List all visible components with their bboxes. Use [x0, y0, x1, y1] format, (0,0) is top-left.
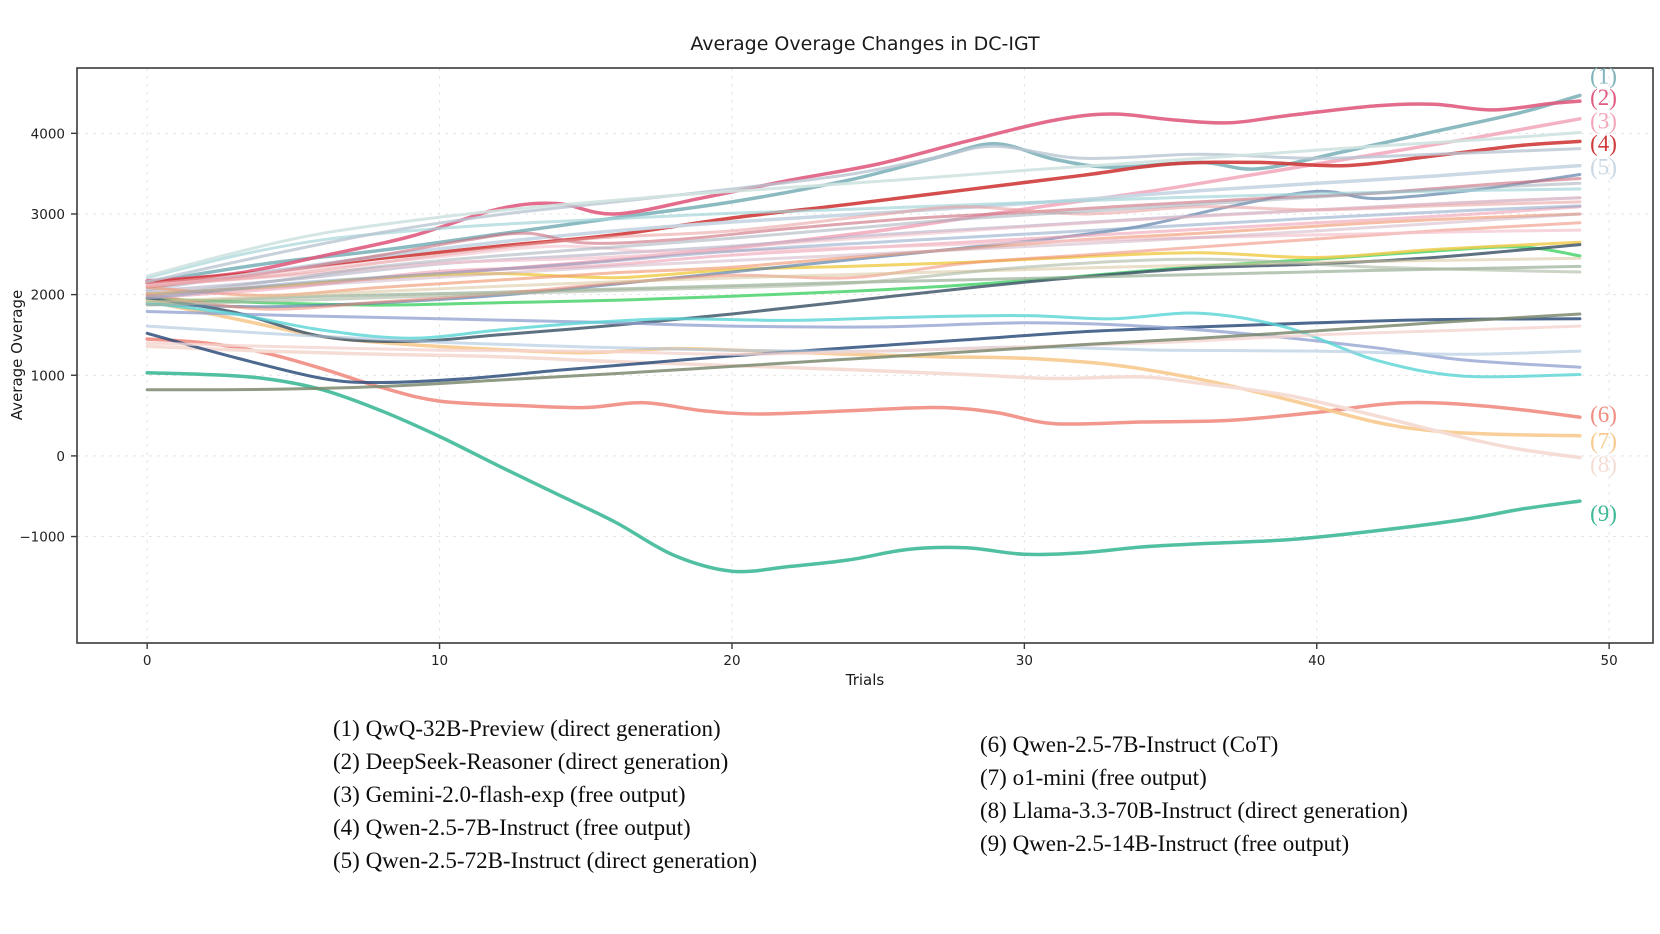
- series-line-34: [145, 196, 1582, 286]
- x-tick-label: 0: [143, 653, 152, 669]
- series-line-29: [145, 131, 1582, 278]
- x-axis-label: Trials: [845, 671, 885, 689]
- endpoint-label-7: (7): [1590, 429, 1617, 454]
- series-line-(8): [145, 344, 1582, 460]
- endpoint-label-6: (6): [1590, 402, 1617, 427]
- legend-item-5: (5) Qwen-2.5-72B-Instruct (direct genera…: [333, 848, 758, 873]
- y-tick-label: 2000: [31, 288, 65, 304]
- series-line-(2): [145, 99, 1582, 283]
- legend-item-4: (4) Qwen-2.5-7B-Instruct (free output): [333, 815, 691, 840]
- legend-item-3: (3) Gemini-2.0-flash-exp (free output): [333, 782, 686, 807]
- x-tick-label: 20: [723, 653, 740, 669]
- y-tick-label: −1000: [19, 530, 65, 546]
- series-line-16: [145, 144, 1582, 284]
- series-line-23: [145, 310, 1582, 369]
- series-line-28: [145, 212, 1582, 296]
- plot-border: [76, 67, 1654, 644]
- series-line-19: [145, 212, 1582, 297]
- endpoint-label-3: (3): [1590, 108, 1617, 133]
- series-line-31: [145, 256, 1582, 304]
- legend-item-1: (1) QwQ-32B-Preview (direct generation): [333, 716, 721, 741]
- x-tick-label: 40: [1308, 653, 1325, 669]
- series-line-30: [145, 204, 1582, 301]
- legend-item-6: (6) Qwen-2.5-7B-Instruct (CoT): [980, 732, 1279, 757]
- series-line-15: [145, 187, 1582, 280]
- series-line-24: [145, 301, 1582, 379]
- endpoint-label-1: (1): [1590, 63, 1617, 88]
- series-line-26: [145, 324, 1582, 356]
- series-line-(7): [145, 299, 1582, 438]
- x-tick-label: 30: [1016, 653, 1033, 669]
- endpoint-label-8: (8): [1590, 452, 1617, 477]
- legend-item-8: (8) Llama-3.3-70B-Instruct (direct gener…: [980, 798, 1408, 823]
- y-tick-label: 0: [56, 449, 65, 465]
- series-line-20: [145, 221, 1582, 311]
- series-line-(4): [145, 139, 1582, 285]
- series-line-27: [145, 312, 1582, 392]
- legend-item-2: (2) DeepSeek-Reasoner (direct generation…: [333, 749, 729, 774]
- endpoint-label-9: (9): [1590, 501, 1617, 526]
- legend-item-7: (7) o1-mini (free output): [980, 765, 1207, 790]
- x-tick-label: 50: [1601, 653, 1618, 669]
- endpoint-label-4: (4): [1590, 131, 1617, 156]
- y-tick-label: 4000: [31, 126, 65, 142]
- endpoint-label-5: (5): [1590, 154, 1617, 179]
- series-line-35: [145, 181, 1582, 298]
- legend-column-left: (1) QwQ-32B-Preview (direct generation) …: [333, 712, 757, 877]
- y-tick-label: 3000: [31, 207, 65, 223]
- x-tick-label: 10: [431, 653, 448, 669]
- chart-title: Average Overage Changes in DC-IGT: [690, 33, 1040, 55]
- series-line-33: [145, 257, 1582, 307]
- endpoint-label-2: (2): [1590, 85, 1617, 110]
- legend-item-9: (9) Qwen-2.5-14B-Instruct (free output): [980, 831, 1350, 856]
- series-line-(9): [145, 371, 1582, 574]
- legend-column-right: (6) Qwen-2.5-7B-Instruct (CoT) (7) o1-mi…: [980, 728, 1408, 860]
- y-tick-label: 1000: [31, 368, 65, 384]
- line-chart-plot-area: 0 10 20 30 40 50−100001000200030004000(1)(2)(…: [19, 63, 1654, 669]
